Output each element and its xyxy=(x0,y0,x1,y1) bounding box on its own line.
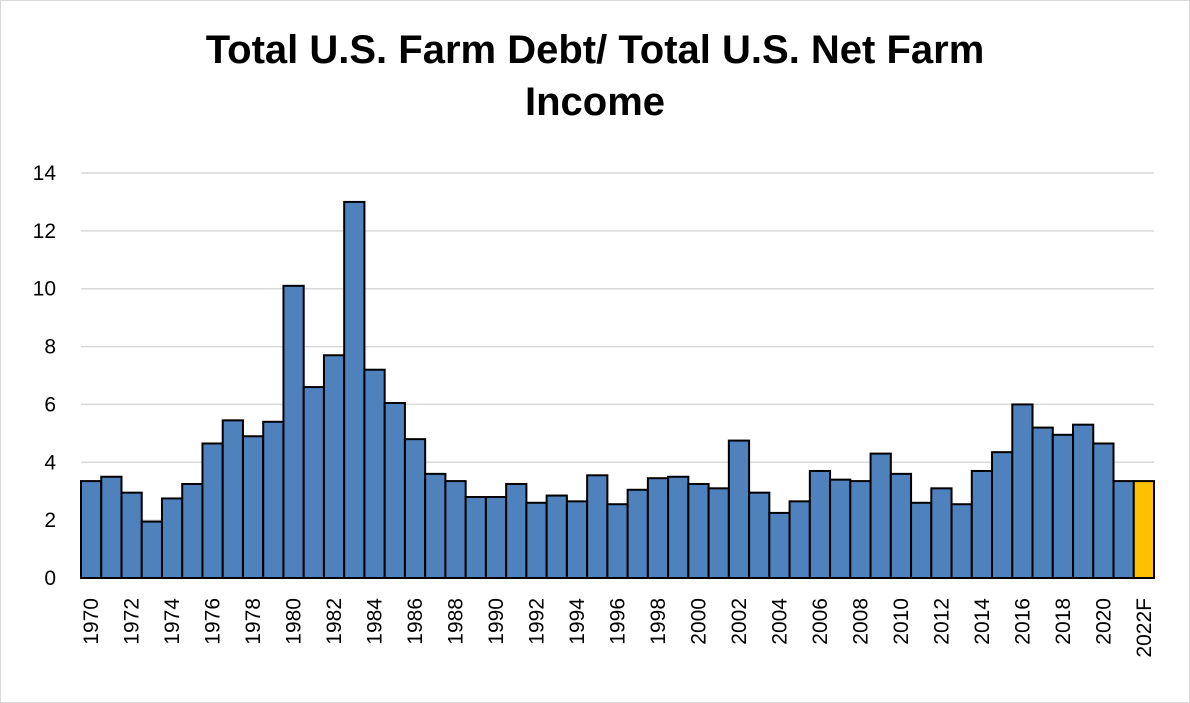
bar-1981 xyxy=(302,386,325,580)
bar-2002 xyxy=(727,439,751,580)
bar-2021 xyxy=(1112,480,1135,580)
x-tick-label: 1972 xyxy=(121,598,144,645)
x-tick-label: 1976 xyxy=(202,598,225,645)
bar-2006 xyxy=(808,469,832,580)
bar-2010 xyxy=(889,472,913,580)
bar-1990 xyxy=(484,496,508,579)
y-tick-label: 10 xyxy=(33,278,56,301)
y-tick-label: 12 xyxy=(33,220,56,243)
bar-2012 xyxy=(930,487,953,580)
bar-1997 xyxy=(626,488,649,579)
bar-2017 xyxy=(1031,426,1054,580)
bar-1972 xyxy=(120,491,143,579)
bar-2018 xyxy=(1051,433,1075,579)
bar-2019 xyxy=(1072,423,1095,579)
bar-2014 xyxy=(970,469,994,580)
x-tick-label: 2012 xyxy=(930,598,953,645)
bar-1985 xyxy=(383,401,406,579)
x-tick-label: 1980 xyxy=(283,598,306,645)
y-tick-label: 4 xyxy=(44,451,56,474)
y-tick-label: 8 xyxy=(44,336,56,359)
y-tick-label: 0 xyxy=(44,567,56,590)
bar-1995 xyxy=(586,474,609,579)
x-tick-label: 1992 xyxy=(526,598,549,645)
x-tick-label: 2022F xyxy=(1133,598,1156,658)
x-tick-label: 1990 xyxy=(485,598,508,645)
bar-2001 xyxy=(707,487,730,580)
x-tick-label: 2000 xyxy=(687,598,710,645)
bar-1993 xyxy=(545,494,568,579)
bar-1977 xyxy=(221,419,244,580)
x-tick-label: 1970 xyxy=(80,598,103,645)
bar-2007 xyxy=(829,478,852,579)
bar-2000 xyxy=(687,482,710,580)
x-tick-label: 1982 xyxy=(323,598,346,645)
y-tick-label: 14 xyxy=(33,162,57,185)
bar-1979 xyxy=(262,420,285,579)
bar-1976 xyxy=(201,442,224,579)
x-tick-label: 2008 xyxy=(849,598,872,645)
bar-2022F xyxy=(1132,480,1156,580)
x-tick-label: 1984 xyxy=(364,598,387,645)
x-tick-label: 2016 xyxy=(1011,598,1034,645)
bar-1973 xyxy=(140,520,163,580)
x-tick-label: 1974 xyxy=(161,598,184,645)
bar-1996 xyxy=(606,503,629,580)
x-tick-label: 1996 xyxy=(607,598,630,645)
x-tick-label: 1994 xyxy=(566,598,589,645)
bar-1998 xyxy=(646,477,670,580)
bar-1986 xyxy=(403,438,427,579)
bar-1971 xyxy=(100,475,123,579)
x-tick-label: 2006 xyxy=(809,598,832,645)
y-tick-label: 6 xyxy=(44,393,56,416)
bar-2011 xyxy=(910,501,933,579)
bar-1992 xyxy=(525,501,548,579)
x-tick-label: 1998 xyxy=(647,598,670,645)
bars xyxy=(80,200,1156,580)
chart-title: Total U.S. Farm Debt/ Total U.S. Net Far… xyxy=(0,24,1190,128)
bar-1999 xyxy=(667,475,690,579)
x-axis-tick-labels: 1970 1972 1974 1976 1978 1980 1982 1984 1986 1988… xyxy=(80,598,1156,658)
bar-1970 xyxy=(80,480,103,580)
bar-1982 xyxy=(322,354,346,579)
chart-title-line-2: Income xyxy=(524,80,666,124)
y-axis-tick-labels: 0 2 4 6 8 10 12 14 xyxy=(33,162,57,590)
x-tick-label: 2010 xyxy=(890,598,913,645)
bar-1975 xyxy=(181,482,204,580)
bar-1974 xyxy=(160,497,184,580)
bar-2008 xyxy=(849,480,872,580)
y-tick-label: 2 xyxy=(44,509,56,532)
bar-1987 xyxy=(424,472,447,580)
x-tick-label: 2018 xyxy=(1052,598,1075,645)
bar-1994 xyxy=(565,500,589,580)
x-tick-label: 2014 xyxy=(971,598,994,645)
bar-2020 xyxy=(1092,442,1115,579)
bar-1984 xyxy=(363,368,386,580)
x-tick-label: 1986 xyxy=(404,598,427,645)
bar-2003 xyxy=(748,491,771,579)
bar-1980 xyxy=(282,284,305,579)
x-tick-label: 1978 xyxy=(242,598,265,645)
bar-1988 xyxy=(444,480,467,580)
bar-2015 xyxy=(991,451,1014,579)
bar-2004 xyxy=(768,511,791,579)
x-tick-label: 2002 xyxy=(728,598,751,645)
x-tick-label: 2020 xyxy=(1092,598,1115,645)
bar-2013 xyxy=(950,503,973,580)
bar-1978 xyxy=(241,435,265,579)
bar-2005 xyxy=(788,500,811,580)
x-tick-label: 2004 xyxy=(768,598,791,645)
bar-2009 xyxy=(869,452,892,580)
bar-2016 xyxy=(1011,403,1034,579)
bar-1991 xyxy=(505,482,528,580)
x-tick-label: 1988 xyxy=(445,598,468,645)
bar-1989 xyxy=(464,496,487,579)
bar-1983 xyxy=(343,200,366,580)
chart-title-line-1: Total U.S. Farm Debt/ Total U.S. Net Far… xyxy=(205,28,985,72)
